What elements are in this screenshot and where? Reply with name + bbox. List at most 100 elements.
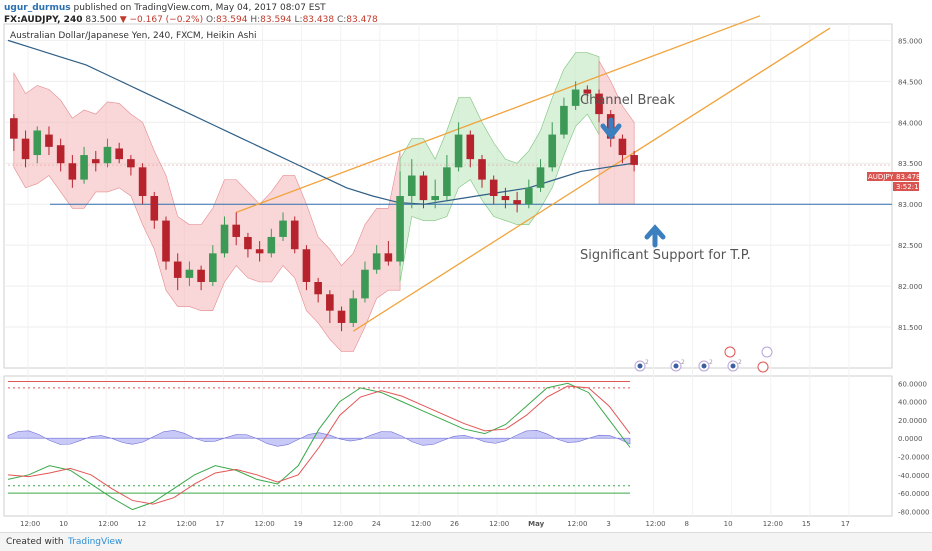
time-tick-label: 12	[137, 520, 146, 528]
red-cloud-area	[13, 72, 401, 352]
candle-body	[513, 200, 521, 205]
price-change: ▼ −0.167 (−0.2%)	[119, 15, 204, 25]
candle-body	[220, 224, 229, 254]
candle-body	[197, 269, 205, 282]
candle-body	[138, 167, 147, 196]
event-count: 2	[738, 359, 742, 366]
close-value: 83.478	[346, 15, 378, 25]
price-tick-label: 85.000	[898, 37, 923, 45]
price-tick-label: 82.500	[898, 242, 923, 250]
time-tick-label: 24	[372, 520, 381, 528]
time-tick-label: 10	[59, 520, 68, 528]
candle-body	[150, 196, 159, 221]
candle-body	[466, 134, 475, 160]
last-price: 83.500	[85, 15, 117, 25]
oscillator-tick-label: -20.0000	[898, 454, 929, 462]
event-flag-icon	[761, 346, 773, 358]
candle-body	[10, 118, 18, 139]
candle-body	[80, 155, 88, 180]
time-tick-label: 19	[294, 520, 303, 528]
time-tick-label: 12:00	[20, 520, 40, 528]
event-flag-dot	[673, 363, 679, 369]
candle-body	[372, 253, 381, 270]
candle-body	[560, 105, 568, 135]
oscillator-tick-label: -60.0000	[898, 490, 929, 498]
event-marker[interactable]: 2	[670, 359, 685, 372]
candle-body	[279, 220, 287, 237]
candle-body	[583, 89, 592, 94]
candle-body	[361, 269, 369, 299]
candle-body	[162, 220, 170, 262]
price-pane-frame	[3, 23, 893, 369]
candle-body	[302, 249, 311, 282]
time-tick-label: 3	[606, 520, 610, 528]
last-price-tag-symbol: AUDJPY	[868, 173, 894, 181]
candle-body	[501, 196, 510, 201]
event-marker[interactable]: 2	[727, 359, 742, 372]
price-tick-label: 83.000	[898, 201, 923, 209]
oscillator-pane-frame	[3, 375, 893, 517]
candle-body	[478, 159, 486, 180]
candle-body	[255, 249, 264, 254]
time-tick-label: 12:00	[645, 520, 665, 528]
candle-body	[185, 269, 194, 278]
oscillator-tick-label: 0.0000	[898, 435, 923, 443]
lower-channel-line	[352, 27, 831, 332]
last-price-tag: AUDJPY 83.478 3:52:18	[867, 172, 923, 191]
last-price-tag-countdown-bg	[893, 182, 919, 191]
candle-body	[45, 134, 53, 147]
time-tick-label: 17	[215, 520, 224, 528]
price-tick-label: 84.000	[898, 119, 923, 127]
candle-body	[314, 282, 322, 295]
candle-body	[571, 89, 580, 106]
histogram-area	[7, 430, 631, 447]
event-flag-dot	[730, 363, 736, 369]
tradingview-logo[interactable]: TradingView	[68, 537, 123, 547]
footer: Created with TradingView	[0, 532, 932, 551]
up-arrow-icon	[644, 224, 666, 248]
candle-body	[489, 179, 498, 196]
candle-body	[173, 261, 182, 278]
price-tick-label: 84.500	[898, 78, 923, 86]
low-label: L:	[294, 15, 303, 25]
open-label: O:	[205, 15, 216, 25]
oscillator-tick-label: -80.0000	[898, 508, 929, 516]
event-flag-dot	[701, 363, 707, 369]
candle-body	[337, 310, 346, 323]
chart-canvas[interactable]: 85.000 84.500 84.000 83.500 83.000 82.500 82.0…	[0, 0, 932, 532]
event-marker[interactable]: 2	[698, 359, 713, 372]
candle-body	[454, 134, 463, 168]
candle-body	[443, 167, 451, 196]
candle-body	[91, 159, 100, 164]
candle-body	[630, 155, 638, 165]
candle-body	[419, 175, 428, 201]
event-count: 2	[709, 359, 713, 366]
candle-body	[103, 146, 112, 164]
candle-body	[548, 134, 557, 168]
candle-body	[384, 253, 393, 262]
axes: 85.000 84.500 84.000 83.500 83.000 82.500 82.0…	[20, 37, 929, 528]
oscillator-tick-label: 40.0000	[898, 399, 927, 407]
last-price-tag-price: 83.478	[896, 173, 921, 181]
time-tick-label: 15	[802, 520, 811, 528]
chart-header: ugur_durmus published on TradingView.com…	[4, 2, 378, 26]
candle-body	[396, 196, 404, 262]
event-markers[interactable]: 2 2 2 2	[634, 346, 773, 373]
oscillator	[7, 380, 631, 511]
time-tick-label: 12:00	[176, 520, 196, 528]
high-value: 83.594	[260, 15, 292, 25]
event-count: 2	[681, 359, 685, 366]
oscillator-tick-label: 20.0000	[898, 417, 927, 425]
time-tick-label: 8	[685, 520, 689, 528]
author-link[interactable]: ugur_durmus	[4, 3, 71, 13]
upper-channel-line	[235, 15, 761, 213]
last-price-tag-symbol-bg	[867, 172, 893, 181]
candle-body	[525, 187, 533, 205]
event-marker[interactable]: 2	[634, 359, 649, 372]
oscillator-slow-line	[7, 385, 631, 505]
open-value: 83.594	[215, 15, 248, 25]
candle-body	[33, 130, 42, 156]
candle-body	[127, 159, 135, 168]
candle-body	[244, 236, 252, 250]
candle-body	[209, 253, 217, 282]
